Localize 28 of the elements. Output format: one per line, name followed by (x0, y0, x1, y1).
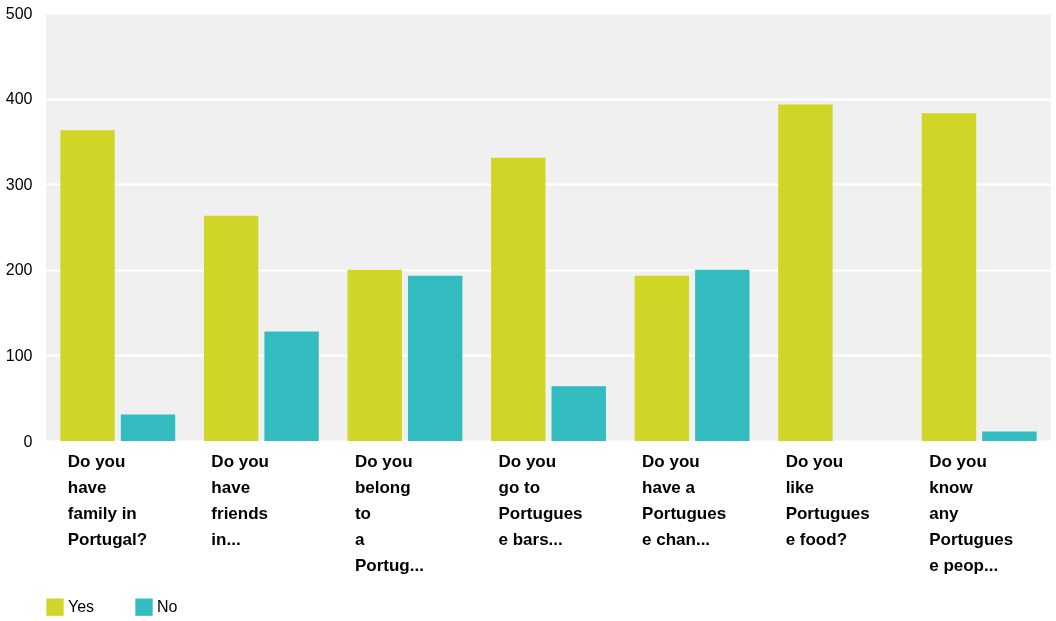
bar (634, 275, 690, 441)
bar (347, 269, 402, 441)
bar (203, 215, 259, 441)
x-tick-label: Do you have family in Portugal? (67, 451, 148, 549)
bar (407, 275, 463, 441)
bar (921, 113, 977, 441)
bar (264, 331, 319, 441)
y-tick-label: 100 (5, 346, 33, 364)
y-tick-label: 400 (5, 90, 33, 108)
legend-label: No (157, 598, 178, 616)
y-tick-label: 200 (5, 261, 33, 279)
bar (695, 269, 750, 441)
x-tick-label: Do you like Portugues e food? (785, 451, 870, 549)
x-tick-label: Do you belong to a Portug... (354, 451, 424, 575)
bar (491, 157, 546, 441)
x-tick-label: Do you have friends in... (211, 451, 269, 549)
x-tick-label: Do you go to Portugues e bars... (498, 451, 583, 549)
bar (120, 414, 176, 441)
y-tick-label: 0 (23, 432, 33, 450)
y-tick-label: 300 (5, 175, 33, 193)
bar (778, 104, 833, 441)
y-tick-label: 500 (5, 4, 33, 22)
legend-label: Yes (68, 598, 95, 616)
x-tick-label: Do you know any Portugues e peop... (929, 451, 1014, 575)
bar (551, 386, 606, 441)
bar (982, 431, 1037, 441)
x-tick-label: Do you have a Portugues e chan... (642, 451, 727, 549)
bar (60, 130, 115, 441)
